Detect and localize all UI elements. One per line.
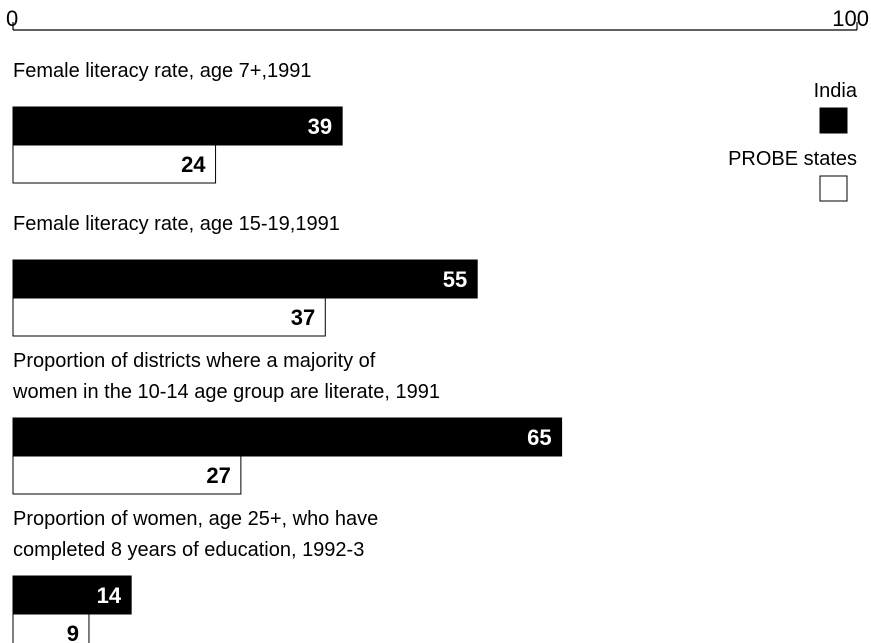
category-label: Female literacy rate, age 7+,1991	[13, 60, 312, 82]
category-label: Female literacy rate, age 15-19,1991	[13, 213, 340, 235]
value-label: 55	[443, 267, 467, 292]
legend-label: PROBE states	[728, 148, 857, 170]
x-tick-label: 100	[832, 6, 869, 31]
value-label: 65	[527, 425, 551, 450]
value-label: 37	[291, 305, 315, 330]
bar	[12, 455, 242, 495]
bar	[12, 575, 132, 615]
bar	[12, 106, 343, 146]
bar	[12, 259, 478, 299]
category-label: women in the 10-14 age group are literat…	[12, 381, 440, 403]
value-label: 14	[97, 583, 122, 608]
bar	[12, 144, 217, 184]
value-label: 9	[67, 621, 79, 643]
value-label: 27	[206, 463, 230, 488]
legend-swatch	[819, 107, 848, 134]
bar	[12, 417, 563, 457]
bar	[12, 297, 326, 337]
category-label: Proportion of districts where a majority…	[13, 350, 376, 372]
legend-swatch	[819, 175, 848, 202]
value-label: 39	[308, 114, 332, 139]
legend-label: India	[814, 80, 858, 102]
x-tick-label: 0	[6, 6, 18, 31]
bar	[12, 613, 90, 643]
value-label: 24	[181, 152, 206, 177]
category-label: completed 8 years of education, 1992-3	[13, 539, 364, 561]
category-label: Proportion of women, age 25+, who have	[13, 508, 378, 530]
